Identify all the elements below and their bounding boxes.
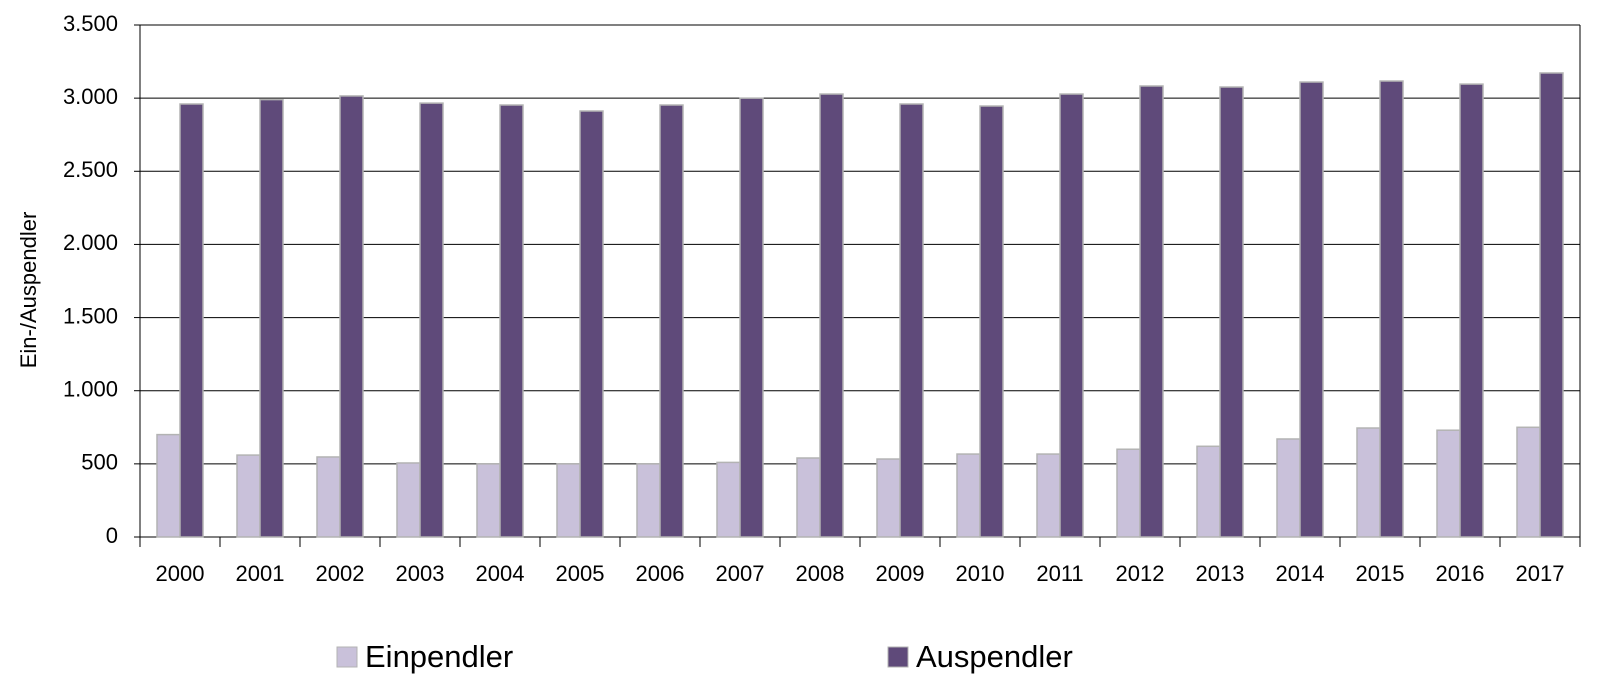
bar	[979, 105, 1004, 538]
bar	[156, 433, 181, 538]
bar	[476, 463, 501, 538]
bar	[236, 454, 261, 538]
bar	[1219, 86, 1244, 538]
bar	[339, 95, 364, 538]
y-axis-label: Ein-/Auspendler	[16, 212, 41, 369]
bar	[1299, 81, 1324, 538]
bar	[579, 110, 604, 538]
bar	[1539, 72, 1564, 538]
bar	[556, 463, 581, 538]
x-tick-label: 2006	[636, 561, 685, 586]
bar	[316, 456, 341, 538]
x-tick-label: 2017	[1516, 561, 1565, 586]
x-tick-label: 2005	[556, 561, 605, 586]
x-tick-label: 2016	[1436, 561, 1485, 586]
bar	[796, 457, 821, 538]
bar	[636, 463, 661, 538]
bar	[1516, 426, 1541, 538]
bar	[1196, 445, 1221, 538]
bar	[819, 93, 844, 538]
x-tick-label: 2012	[1116, 561, 1165, 586]
y-tick-label: 3.000	[63, 84, 118, 109]
x-tick-label: 2014	[1276, 561, 1325, 586]
bar	[659, 104, 684, 538]
x-tick-label: 2015	[1356, 561, 1405, 586]
legend-text: Auspendler	[916, 639, 1073, 674]
y-tick-label: 3.500	[63, 11, 118, 36]
bar	[259, 98, 284, 538]
bar	[1036, 453, 1061, 538]
bar	[1436, 429, 1461, 538]
bar	[1116, 448, 1141, 538]
y-tick-label: 500	[81, 450, 118, 475]
y-tick-label: 2.000	[63, 230, 118, 255]
bar	[1059, 93, 1084, 538]
bar	[739, 97, 764, 538]
bar	[419, 102, 444, 538]
bar	[899, 103, 924, 538]
bar	[179, 103, 204, 538]
bar	[876, 458, 901, 538]
legend-swatch	[887, 646, 909, 668]
bar	[499, 104, 524, 538]
x-tick-label: 2011	[1036, 561, 1083, 586]
legend-text: Einpendler	[365, 639, 513, 674]
bar	[956, 453, 981, 538]
bar	[396, 462, 421, 538]
y-tick-label: 0	[106, 523, 118, 548]
bar	[1459, 83, 1484, 538]
x-tick-label: 2003	[396, 561, 445, 586]
bar	[716, 461, 741, 538]
x-tick-label: 2004	[476, 561, 525, 586]
x-tick-label: 2009	[876, 561, 925, 586]
x-tick-label: 2001	[236, 561, 285, 586]
bar	[1379, 80, 1404, 538]
bar	[1356, 427, 1381, 538]
bar	[1139, 85, 1164, 538]
x-tick-label: 2007	[716, 561, 765, 586]
x-tick-label: 2002	[316, 561, 365, 586]
y-tick-label: 1.500	[63, 303, 118, 328]
bar	[1276, 438, 1301, 538]
legend-swatch	[336, 646, 358, 668]
x-tick-label: 2000	[156, 561, 205, 586]
x-tick-label: 2013	[1196, 561, 1245, 586]
y-tick-label: 1.000	[63, 377, 118, 402]
x-tick-label: 2008	[796, 561, 845, 586]
y-tick-label: 2.500	[63, 157, 118, 182]
x-tick-label: 2010	[956, 561, 1005, 586]
